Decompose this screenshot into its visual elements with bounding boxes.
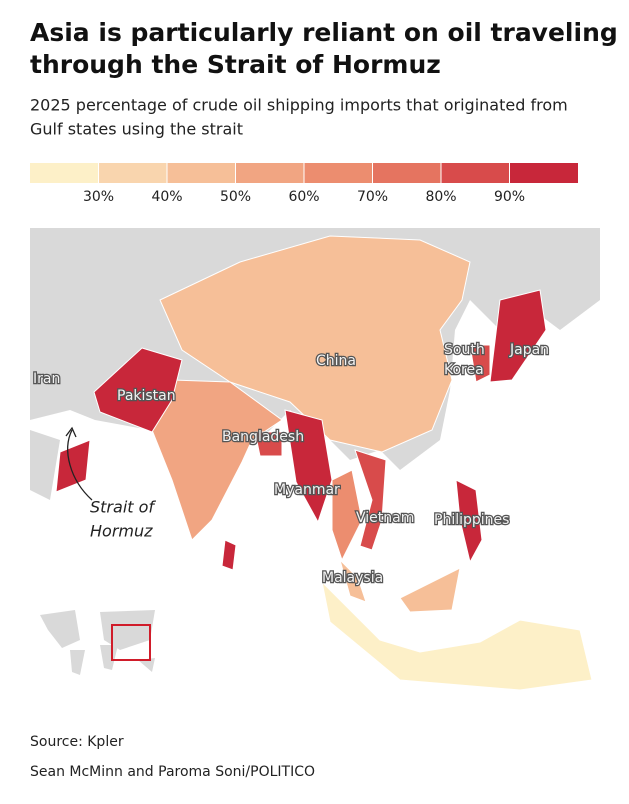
legend-swatch xyxy=(167,163,236,183)
country-label: Vietnam xyxy=(356,510,414,526)
indonesia xyxy=(321,580,593,691)
philippines xyxy=(455,479,483,564)
south-korea xyxy=(469,344,491,383)
annotation-arrow xyxy=(67,429,93,501)
bangladesh xyxy=(254,431,283,457)
india xyxy=(151,379,283,541)
country-label: South xyxy=(444,342,485,358)
map xyxy=(30,228,600,706)
country-label: China xyxy=(316,353,356,369)
annotation: Hormuz xyxy=(90,522,153,541)
subtitle: Gulf states using the strait xyxy=(30,120,243,139)
legend-swatch xyxy=(372,163,441,183)
annotation: Strait of xyxy=(90,498,156,517)
legend-swatch xyxy=(30,163,99,183)
legend-swatch xyxy=(98,163,167,183)
inset-highlight xyxy=(111,624,151,661)
japan xyxy=(489,289,547,383)
china xyxy=(159,235,471,453)
thailand xyxy=(331,469,363,562)
country-label: Pakistan xyxy=(117,388,176,404)
inset-land xyxy=(40,610,155,675)
vietnam xyxy=(354,449,387,551)
legend-label: 40% xyxy=(151,189,182,205)
land xyxy=(30,430,60,500)
legend-label: 80% xyxy=(425,189,456,205)
malaysia xyxy=(339,558,461,613)
country-label: Japan xyxy=(509,342,549,358)
legend-label: 30% xyxy=(83,189,114,205)
legend-label: 70% xyxy=(357,189,388,205)
country-label: Bangladesh xyxy=(222,429,304,445)
myanmar xyxy=(284,409,333,524)
legend: 30% 40% 50% 60% 70% 80% 90% xyxy=(30,163,578,205)
legend-label: 50% xyxy=(220,189,251,205)
legend-label: 90% xyxy=(494,189,525,205)
country-label: Iran xyxy=(33,371,60,387)
source: Source: Kpler xyxy=(30,734,124,750)
legend-swatch xyxy=(304,163,373,183)
legend-swatch xyxy=(441,163,510,183)
subtitle: 2025 percentage of crude oil shipping im… xyxy=(30,96,568,115)
country-label: Philippines xyxy=(434,512,509,528)
legend-swatch xyxy=(509,163,578,183)
oman xyxy=(55,439,91,493)
country-label: Myanmar xyxy=(274,482,340,498)
inset-map xyxy=(32,602,162,680)
legend-label: 60% xyxy=(288,189,319,205)
country-label: Korea xyxy=(444,362,484,378)
legend-swatch xyxy=(235,163,304,183)
credit: Sean McMinn and Paroma Soni/POLITICO xyxy=(30,764,315,780)
annotation-arrow xyxy=(65,426,77,438)
sri-lanka xyxy=(221,539,237,571)
pakistan xyxy=(93,347,183,433)
country-label: Malaysia xyxy=(322,570,383,586)
title: Asia is particularly reliant on oil trav… xyxy=(30,18,618,47)
title: through the Strait of Hormuz xyxy=(30,50,441,79)
